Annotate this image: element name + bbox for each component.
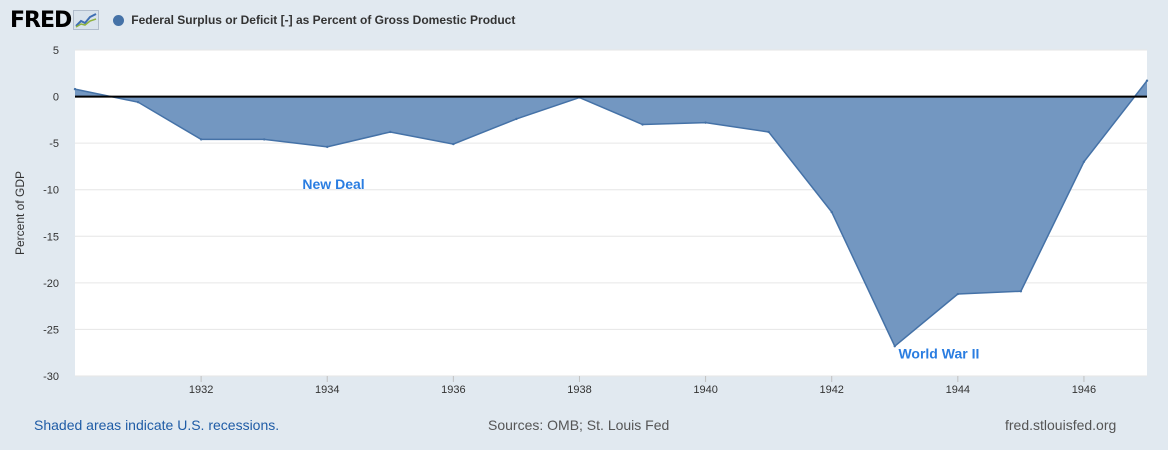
data-point	[893, 344, 896, 348]
annotations: New Deal World War II	[302, 176, 979, 362]
x-tick-label: 1940	[693, 384, 717, 396]
legend[interactable]: Federal Surplus or Deficit [-] as Percen…	[113, 13, 515, 27]
data-point	[389, 130, 392, 134]
data-point	[262, 138, 266, 141]
fred-logo[interactable]: FRED	[10, 7, 100, 33]
sources-text: Sources: OMB; St. Louis Fed	[488, 417, 670, 433]
data-point	[199, 138, 203, 141]
annotation-label: World War II	[898, 345, 979, 361]
annotation-label: New Deal	[302, 176, 364, 192]
area-series	[73, 79, 1149, 348]
area-fill	[75, 80, 1147, 347]
y-tick-label: -10	[43, 185, 59, 197]
header: FRED Federal Surplus or Deficit [-] as P…	[10, 6, 515, 34]
y-axis-label: Percent of GDP	[13, 171, 27, 255]
y-axis-ticks: 5 0 -5 -10 -15 -20 -25 -30	[43, 45, 59, 383]
data-point	[704, 121, 707, 124]
data-point	[326, 145, 329, 149]
data-point	[1019, 290, 1023, 293]
y-tick-label: -15	[43, 231, 59, 243]
data-point	[1082, 160, 1086, 163]
trend-line-icon	[73, 10, 100, 30]
x-tick-label: 1944	[946, 384, 970, 396]
data-point	[767, 130, 770, 134]
data-point	[1145, 79, 1149, 82]
data-point	[452, 142, 455, 146]
data-point	[830, 210, 833, 214]
legend-swatch	[113, 14, 125, 26]
x-tick-label: 1938	[567, 384, 591, 396]
y-tick-label: -20	[43, 278, 59, 290]
y-tick-label: -30	[43, 371, 59, 383]
x-tick-label: 1946	[1072, 384, 1096, 396]
chart: 5 0 -5 -10 -15 -20 -25 -30 1932 1934 1936 1938 1940…	[13, 45, 1149, 396]
data-point	[136, 100, 140, 104]
data-point	[515, 117, 518, 121]
legend-label: Federal Surplus or Deficit [-] as Percen…	[131, 13, 516, 27]
x-tick-label: 1936	[441, 384, 465, 396]
y-tick-label: -25	[43, 324, 59, 336]
site-url[interactable]: fred.stlouisfed.org	[1005, 417, 1117, 433]
recession-note[interactable]: Shaded areas indicate U.S. recessions.	[34, 417, 280, 433]
x-axis-ticks: 1932 1934 1936 1938 1940 1942 1944 1946	[189, 376, 1096, 396]
x-tick-label: 1932	[189, 384, 213, 396]
data-point	[956, 292, 960, 296]
x-tick-label: 1934	[315, 384, 339, 396]
x-tick-label: 1942	[819, 384, 843, 396]
data-point	[641, 123, 644, 126]
y-tick-label: 5	[53, 45, 59, 57]
series-line	[74, 80, 1148, 348]
y-tick-label: -5	[49, 138, 59, 150]
data-point	[73, 87, 77, 91]
y-tick-label: 0	[53, 92, 59, 104]
logo-text: FRED	[10, 7, 72, 33]
